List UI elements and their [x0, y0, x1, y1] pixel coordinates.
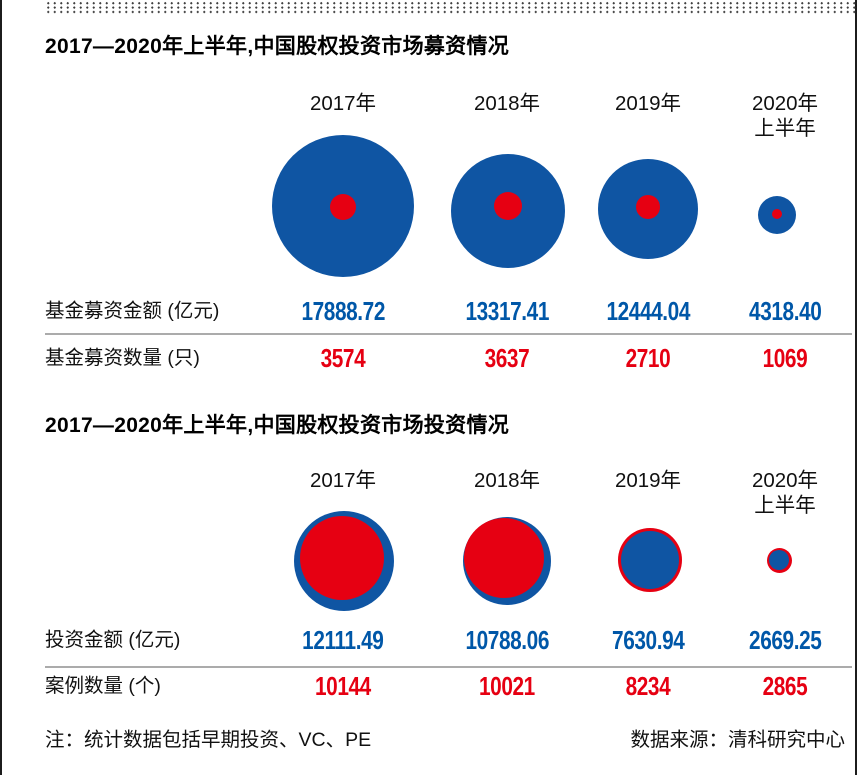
right-frame-line: [855, 0, 857, 775]
investment-amount-2019: 7630.94: [573, 625, 723, 657]
value: 12444.04: [606, 296, 690, 326]
left-frame-line: [0, 0, 2, 775]
investment-amount-bubble-2020: [769, 550, 789, 570]
investment-count-2018: 10021: [432, 671, 582, 703]
investment-amount-2018: 10788.06: [432, 625, 582, 657]
year-label: 2019年: [614, 469, 682, 492]
value: 2865: [762, 671, 808, 701]
year-label: 2020年: [751, 92, 819, 115]
investment-count-bubble-2018: [464, 518, 544, 598]
section2-title: 2017—2020年上半年,中国股权投资市场投资情况: [45, 414, 510, 437]
investment-amount-2020: 2669.25: [710, 625, 859, 657]
year-label-line2: 上半年: [754, 117, 816, 140]
section2-year-2020: 2020年 上半年: [710, 468, 859, 518]
value: 2669.25: [748, 625, 822, 655]
fundraising-amount-2017: 17888.72: [268, 296, 418, 328]
fundraising-count-dot-2019: [636, 195, 660, 219]
investment-count-2020: 2865: [710, 671, 859, 703]
investment-amount-2017: 12111.49: [268, 625, 418, 657]
fundraising-amount-2018: 13317.41: [432, 296, 582, 328]
fundraising-count-dot-2018: [494, 192, 522, 220]
investment-amount-row-label: 投资金额 (亿元): [45, 629, 181, 651]
value: 3637: [484, 343, 530, 373]
section2-year-2017: 2017年: [268, 468, 418, 493]
section1-title: 2017—2020年上半年,中国股权投资市场募资情况: [45, 35, 510, 58]
year-label: 2020年: [751, 469, 819, 492]
fundraising-count-2017: 3574: [268, 343, 418, 375]
year-label: 2017年: [309, 469, 377, 492]
section1-year-2019: 2019年: [573, 91, 723, 116]
value: 1069: [762, 343, 808, 373]
fundraising-count-dot-2020: [772, 209, 782, 219]
footnote: 注：统计数据包括早期投资、VC、PE: [45, 729, 372, 751]
year-label: 2017年: [309, 92, 377, 115]
investment-count-2019: 8234: [573, 671, 723, 703]
value: 17888.72: [301, 296, 385, 326]
value: 10788.06: [465, 625, 549, 655]
fundraising-amount-row-label: 基金募资金额 (亿元): [45, 300, 220, 322]
value: 8234: [625, 671, 671, 701]
value: 3574: [320, 343, 366, 373]
section2-row-divider: [45, 666, 852, 668]
value: 2710: [625, 343, 671, 373]
halftone-dot-band: [45, 1, 859, 14]
value: 4318.40: [748, 296, 822, 326]
investment-count-row-label: 案例数量 (个): [45, 675, 161, 697]
fundraising-count-2019: 2710: [573, 343, 723, 375]
year-label: 2018年: [473, 92, 541, 115]
value: 7630.94: [611, 625, 685, 655]
section2-year-2018: 2018年: [432, 468, 582, 493]
fundraising-amount-2020: 4318.40: [710, 296, 859, 328]
section1-year-2017: 2017年: [268, 91, 418, 116]
year-label: 2019年: [614, 92, 682, 115]
value: 12111.49: [302, 625, 384, 655]
value: 10021: [479, 671, 535, 701]
data-source: 数据来源：清科研究中心: [630, 729, 845, 751]
value: 10144: [315, 671, 371, 701]
section1-row-divider: [45, 333, 852, 335]
section1-year-2018: 2018年: [432, 91, 582, 116]
fundraising-count-2020: 1069: [710, 343, 859, 375]
fundraising-count-dot-2017: [330, 194, 356, 220]
investment-count-2017: 10144: [268, 671, 418, 703]
year-label-line2: 上半年: [754, 494, 816, 517]
investment-count-bubble-2017: [300, 516, 384, 600]
fundraising-count-row-label: 基金募资数量 (只): [45, 347, 200, 369]
fundraising-count-2018: 3637: [432, 343, 582, 375]
value: 13317.41: [465, 296, 549, 326]
fundraising-amount-2019: 12444.04: [573, 296, 723, 328]
section2-year-2019: 2019年: [573, 468, 723, 493]
section1-year-2020: 2020年 上半年: [710, 91, 859, 141]
year-label: 2018年: [473, 469, 541, 492]
investment-amount-bubble-2019: [621, 531, 679, 589]
